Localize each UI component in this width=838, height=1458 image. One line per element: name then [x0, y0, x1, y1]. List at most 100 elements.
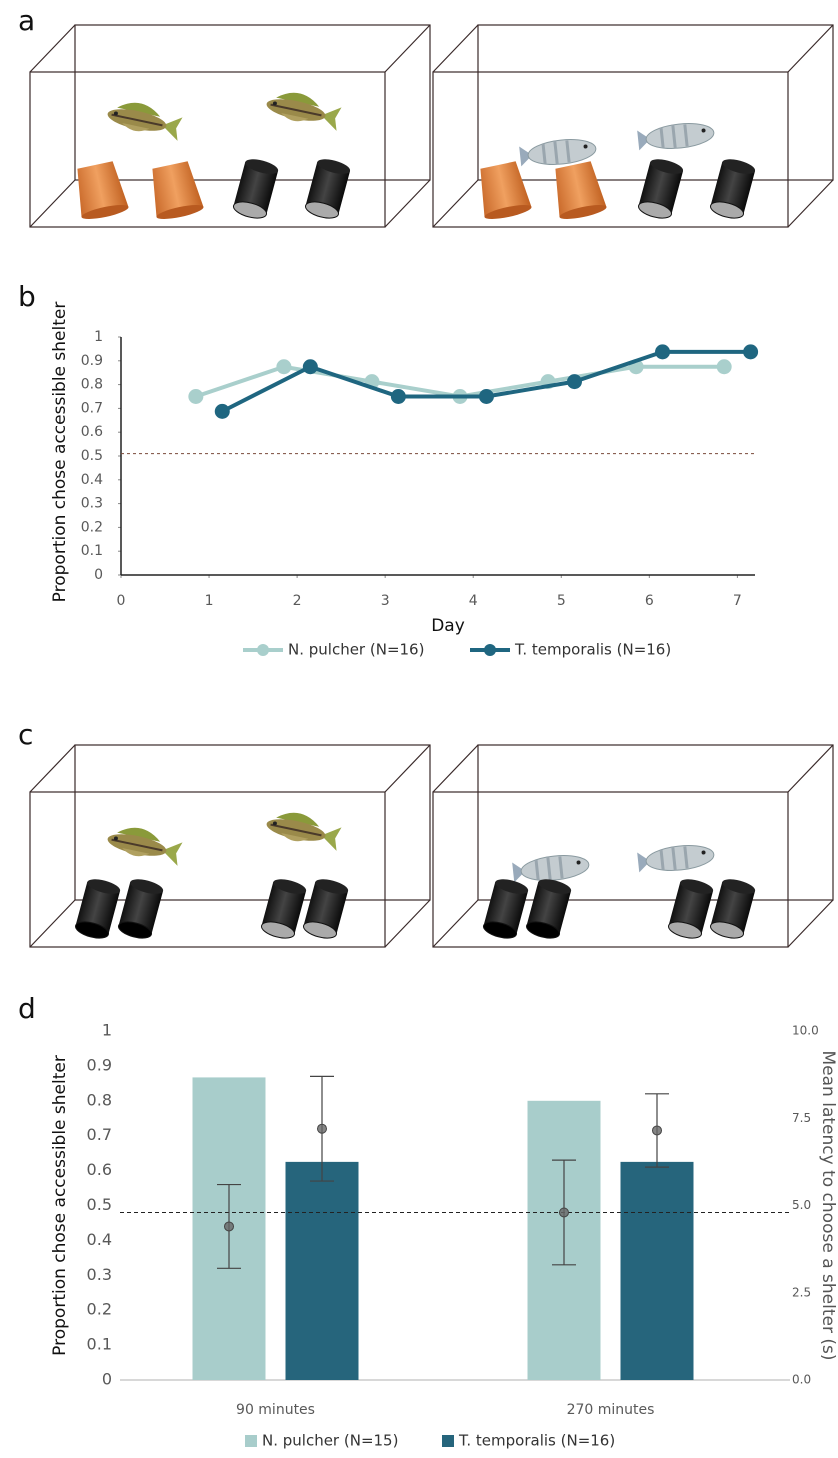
y2-tick-label: 7.5: [792, 1111, 811, 1125]
latency-point: [653, 1126, 662, 1135]
y-tick-label: 0.7: [81, 400, 103, 416]
fish: [264, 807, 342, 851]
y-axis-title: Proportion chose accessible shelter: [50, 302, 70, 603]
latency-point: [318, 1124, 327, 1133]
tank-edge: [788, 25, 833, 72]
legend-swatch: [245, 1435, 257, 1447]
flower-pot: [72, 160, 130, 222]
fish: [637, 843, 715, 875]
flower-pot: [147, 160, 205, 222]
legend-marker: [484, 644, 496, 656]
y-tick-label: 0.1: [81, 543, 103, 559]
cylinder: [232, 156, 280, 221]
y-tick-label: 0.9: [81, 353, 103, 369]
y-tick-label: 0.3: [81, 496, 103, 512]
panel-label: d: [18, 992, 36, 1025]
y-tick-label: 0.8: [87, 1090, 112, 1109]
x-tick-label: 90 minutes: [236, 1402, 315, 1418]
x-tick-label: 5: [557, 593, 566, 609]
data-point: [215, 404, 230, 419]
x-tick-label: 6: [645, 593, 654, 609]
y2-tick-label: 2.5: [792, 1285, 811, 1299]
cylinder: [525, 876, 573, 941]
latency-point: [225, 1222, 234, 1231]
data-point: [303, 359, 318, 374]
y-tick-label: 0: [94, 567, 103, 583]
cylinder: [260, 876, 308, 941]
legend-marker: [257, 644, 269, 656]
fish: [637, 121, 715, 153]
cylinder: [637, 156, 685, 221]
tank-edge: [433, 25, 478, 72]
x-tick-label: 0: [117, 593, 126, 609]
tank-edge: [788, 180, 833, 227]
panel-label: a: [18, 4, 35, 37]
tank-back: [75, 745, 430, 900]
data-point: [743, 344, 758, 359]
y-tick-label: 0.6: [87, 1160, 112, 1179]
y-axis-title: Proportion chose accessible shelter: [50, 1055, 70, 1356]
tank-edge: [385, 900, 430, 947]
cylinder: [709, 156, 757, 221]
x-axis-title: Day: [431, 616, 465, 636]
y-tick-label: 0.7: [87, 1125, 112, 1144]
fish: [512, 853, 590, 885]
data-point: [567, 374, 582, 389]
x-tick-label: 3: [381, 593, 390, 609]
y-tick-label: 0.5: [81, 448, 103, 464]
cylinder: [302, 876, 350, 941]
data-point: [391, 389, 406, 404]
y-tick-label: 0.2: [87, 1300, 112, 1319]
y-tick-label: 0.5: [87, 1195, 112, 1214]
legend-label: N. pulcher (N=16): [288, 641, 424, 659]
tank-edge: [30, 900, 75, 947]
y-tick-label: 1: [94, 329, 103, 345]
fish-body: [520, 853, 590, 884]
fish: [264, 87, 342, 131]
y2-tick-label: 0.0: [792, 1373, 811, 1387]
tank-edge: [30, 25, 75, 72]
tank-edge: [385, 180, 430, 227]
x-tick-label: 1: [205, 593, 214, 609]
fish-body: [645, 843, 715, 874]
y2-axis-title: Mean latency to choose a shelter (s): [818, 1051, 838, 1361]
cylinder: [117, 876, 165, 941]
x-tick-label: 7: [733, 593, 742, 609]
y-tick-label: 0.8: [81, 377, 103, 393]
tank-edge: [433, 180, 478, 227]
x-tick-label: 270 minutes: [567, 1402, 655, 1418]
data-point: [188, 389, 203, 404]
figure: a b c d 0 0.1 0.2 0.3 0.4 0.5 0.6 0.7 0.8 0.9 1 0 1 2…: [0, 0, 838, 1458]
y-tick-label: 0.1: [87, 1335, 112, 1354]
fish: [105, 97, 183, 141]
tank-edge: [433, 900, 478, 947]
bar: [621, 1162, 694, 1380]
y-tick-label: 0: [102, 1370, 112, 1389]
latency-point: [560, 1208, 569, 1217]
panel-label: b: [18, 280, 36, 313]
y-tick-label: 0.6: [81, 424, 103, 440]
flower-pot: [475, 160, 533, 222]
fish: [105, 822, 183, 866]
cylinder: [482, 876, 530, 941]
data-point: [276, 359, 291, 374]
x-tick-label: 4: [469, 593, 478, 609]
tank-edge: [788, 745, 833, 792]
data-point: [717, 359, 732, 374]
tank-edge: [788, 900, 833, 947]
legend-swatch: [442, 1435, 454, 1447]
legend-label: T. temporalis (N=16): [514, 641, 671, 659]
data-point: [479, 389, 494, 404]
y-tick-label: 0.4: [81, 472, 103, 488]
x-tick-label: 2: [293, 593, 302, 609]
cylinder: [709, 876, 757, 941]
y2-tick-label: 10.0: [792, 1024, 819, 1038]
panel-label: c: [18, 718, 33, 751]
tank-edge: [385, 25, 430, 72]
tank-edge: [30, 745, 75, 792]
tank-back: [75, 25, 430, 180]
cylinder: [74, 876, 122, 941]
tank-edge: [30, 180, 75, 227]
tank-edge: [385, 745, 430, 792]
y-tick-label: 0.2: [81, 519, 103, 535]
